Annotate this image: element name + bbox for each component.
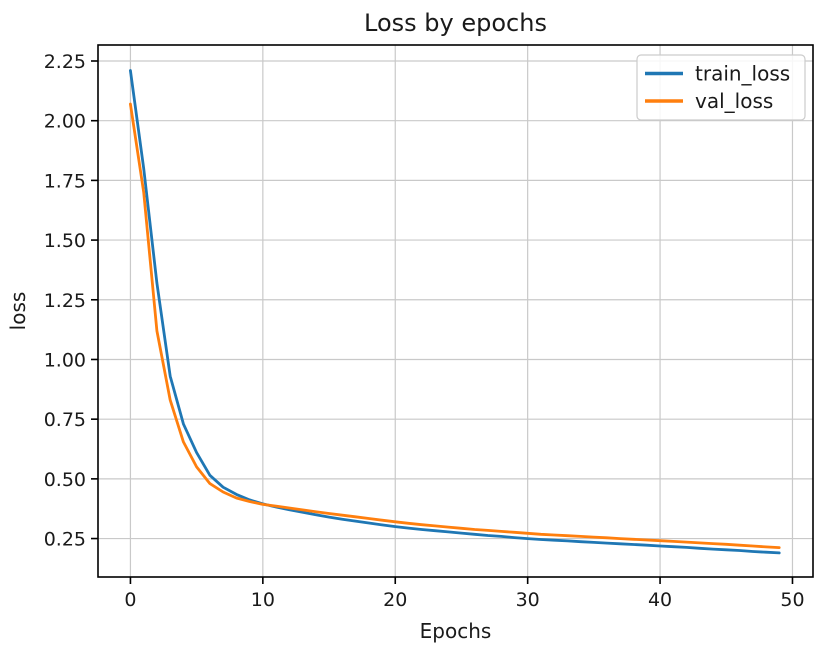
x-tick-labels: 0 10 20 30 40 50 — [124, 589, 804, 611]
legend-box — [636, 54, 806, 121]
x-tick-label-50: 50 — [780, 589, 804, 611]
val-loss-line — [128, 102, 781, 549]
x-tick-label-0: 0 — [124, 589, 136, 611]
y-tick-label-0.5: 0.50 — [44, 469, 86, 491]
y-tick-label-1.75: 1.75 — [44, 170, 86, 192]
plot-area-border — [97, 44, 814, 578]
y-tick-label-1.5: 1.50 — [44, 230, 86, 252]
y-tick-label-0.25: 0.25 — [44, 529, 86, 551]
y-tick-label-2.25: 2.25 — [44, 51, 86, 73]
y-axis-label: loss — [6, 292, 30, 331]
y-tick-label-0.75: 0.75 — [44, 409, 86, 431]
train-loss-line — [128, 69, 781, 555]
y-tick-label-1.25: 1.25 — [44, 290, 86, 312]
x-tick-label-40: 40 — [648, 589, 672, 611]
val-loss-legend-label: val_loss — [695, 89, 773, 113]
x-tick-label-10: 10 — [251, 589, 275, 611]
x-tick-label-20: 20 — [383, 589, 407, 611]
axis-ticks — [91, 60, 794, 584]
legend: train_loss val_loss — [636, 54, 806, 121]
y-tick-label-1: 1.00 — [44, 349, 86, 371]
train-loss-legend-label: train_loss — [695, 62, 790, 86]
y-tick-label-2: 2.00 — [44, 111, 86, 133]
x-axis-label: Epochs — [420, 619, 492, 643]
x-tick-label-30: 30 — [516, 589, 540, 611]
y-tick-labels: 0.25 0.50 0.75 1.00 1.25 1.50 1.75 2.00 2.25 — [44, 51, 86, 551]
chart-title: Loss by epochs — [364, 9, 547, 37]
series-lines — [128, 69, 781, 555]
grid-lines — [98, 45, 813, 577]
